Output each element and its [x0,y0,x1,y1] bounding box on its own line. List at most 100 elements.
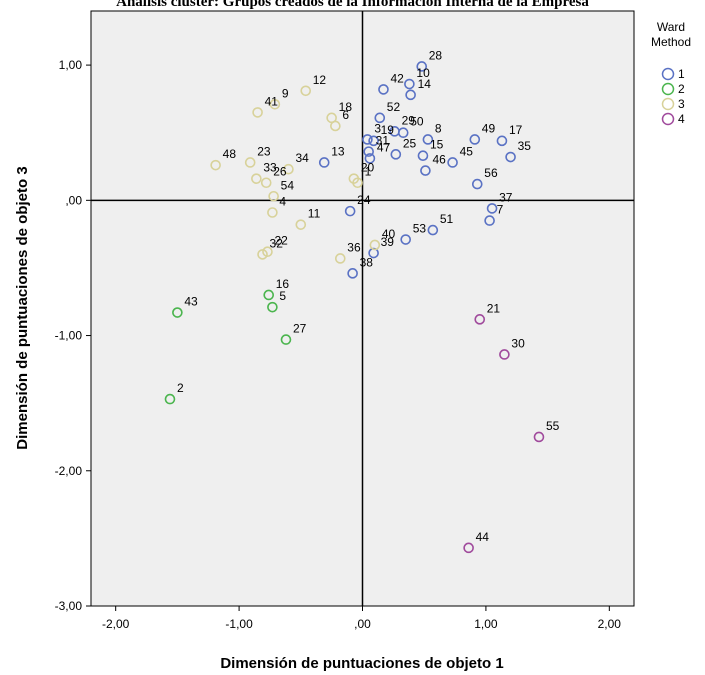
point-label: 11 [308,207,321,221]
data-point-series-2 [280,334,292,345]
point-label: 56 [484,166,498,180]
y-tick-label: -1,00 [55,329,83,343]
data-point-series-1 [484,215,495,226]
x-tick-label: ,00 [354,617,371,631]
legend-label-4: 4 [678,112,685,126]
point-label: 4 [279,194,286,208]
data-point-series-1 [364,153,376,164]
point-label: 53 [413,222,427,236]
data-point-series-3 [252,107,263,118]
data-point-series-1 [374,112,386,124]
point-label: 29 [402,113,416,127]
point-label: 52 [387,100,401,114]
data-point-series-1 [420,165,431,176]
point-label: 28 [429,48,443,62]
legend-label-1: 1 [678,67,685,81]
data-point-series-3 [257,249,268,260]
data-point-series-1 [378,84,389,95]
y-axis-title: Dimensión de puntuaciones de objeto 3 [14,166,31,449]
legend-marker-4 [661,112,675,126]
data-point-series-3 [244,157,256,168]
point-label: 27 [293,322,307,336]
point-label: 12 [313,73,327,87]
data-point-series-1 [363,146,374,157]
data-point-series-4 [499,349,510,360]
data-point-series-3 [267,207,278,218]
data-point-series-4 [463,542,474,554]
x-tick-label: 1,00 [474,617,498,631]
chart-title: Análisis clúster: Grupos creados de la I… [116,0,589,9]
point-label: 51 [440,212,454,226]
legend-label-2: 2 [678,82,685,96]
data-point-series-1 [469,134,481,145]
y-tick-label: -3,00 [55,599,83,613]
point-label: 8 [435,121,442,135]
legend-marker-1 [661,67,675,81]
data-point-series-1 [318,157,330,168]
legend-title-line2: Method [651,35,691,49]
x-tick-label: -2,00 [102,617,130,631]
legend-title-line1: Ward [657,20,685,34]
data-point-series-3 [330,120,341,132]
data-point-series-1 [417,150,429,161]
data-point-series-3 [369,239,381,251]
point-label: 39 [381,235,395,249]
data-point-series-1 [404,78,415,90]
point-label: 48 [223,147,237,161]
data-point-series-3 [295,219,307,230]
point-label: 24 [357,193,371,207]
data-point-series-2 [172,307,183,318]
data-point-series-3 [210,159,221,171]
x-axis-title: Dimensión de puntuaciones de objeto 1 [220,655,503,672]
point-label: 31 [376,134,390,148]
data-point-series-1 [486,203,498,214]
point-label: 16 [276,277,290,291]
point-label: 44 [476,530,490,544]
data-point-series-1 [368,135,379,147]
data-point-series-1 [447,157,458,168]
x-tick-label: 2,00 [598,617,622,631]
data-point-series-3 [334,253,346,264]
point-label: 1 [365,165,372,179]
data-point-series-4 [474,314,486,325]
point-label: 32 [270,236,284,250]
data-point-series-2 [164,393,176,405]
point-label: 34 [295,151,309,165]
data-point-series-1 [390,149,402,160]
data-point-series-3 [251,173,262,184]
point-label: 5 [279,289,286,303]
point-label: 7 [497,203,504,217]
data-point-series-2 [267,301,278,313]
data-point-series-1 [505,151,516,163]
point-label: 13 [331,144,345,158]
point-label: 42 [390,71,404,85]
data-point-series-1 [422,134,434,145]
point-label: 30 [511,336,525,350]
point-label: 14 [418,77,432,91]
y-tick-label: 1,00 [59,58,83,72]
x-tick-label: -1,00 [225,617,253,631]
data-point-series-3 [283,163,294,175]
point-label: 55 [546,419,560,433]
point-label: 38 [360,255,374,269]
point-label: 10 [416,66,430,80]
point-label: 47 [377,140,391,154]
point-label: 17 [509,123,523,137]
legend-label-3: 3 [678,97,685,111]
point-label: 26 [273,165,287,179]
data-point-series-3 [260,177,272,189]
data-point-series-4 [533,431,545,443]
point-label: 54 [281,178,295,192]
point-label: 2 [177,381,184,395]
data-point-series-3 [268,190,279,202]
point-label: 19 [381,123,395,137]
y-tick-label: ,00 [65,193,82,207]
legend-marker-2 [661,82,675,96]
data-point-series-1 [405,89,416,101]
y-tick-label: -2,00 [55,464,83,478]
point-label: 18 [339,100,353,114]
point-label: 49 [482,121,496,135]
data-point-series-1 [344,205,356,217]
